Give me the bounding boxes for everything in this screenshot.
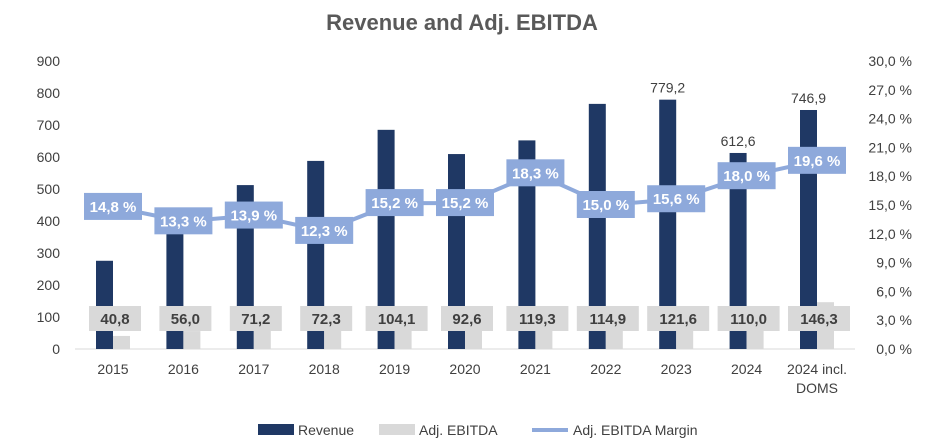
ebitda-label-box	[717, 306, 780, 331]
y2-tick-label: 15,0 %	[868, 197, 912, 213]
revenue-bar	[307, 160, 325, 349]
chart-title: Revenue and Adj. EBITDA	[326, 10, 598, 35]
x-tick-label: 2016	[168, 361, 199, 377]
margin-data-label: 13,3 %	[160, 213, 207, 230]
margin-data-label: 12,3 %	[301, 223, 348, 240]
ebitda-data-label: 121,6	[659, 311, 697, 328]
revenue-bar	[518, 140, 536, 349]
y2-tick-label: 0,0 %	[876, 341, 912, 357]
y2-tick-label: 27,0 %	[868, 82, 912, 98]
y-tick-label: 600	[37, 149, 61, 165]
margin-label-box	[647, 185, 706, 213]
y-tick-label: 500	[37, 181, 61, 197]
ebitda-label-box	[576, 306, 639, 331]
x-tick-label: 2017	[238, 361, 269, 377]
y-tick-label: 0	[52, 341, 60, 357]
revenue-bar	[659, 99, 677, 349]
revenue-data-label: 746,9	[791, 90, 826, 106]
y2-tick-label: 6,0 %	[876, 283, 912, 299]
margin-data-label: 18,3 %	[512, 165, 559, 182]
margin-data-label: 13,9 %	[230, 208, 277, 225]
y-tick-label: 300	[37, 245, 61, 261]
revenue-bar	[377, 129, 395, 349]
y2-tick-label: 12,0 %	[868, 226, 912, 242]
y2-tick-label: 24,0 %	[868, 111, 912, 127]
y-tick-label: 200	[37, 277, 61, 293]
x-tick-label: 2023	[661, 361, 692, 377]
y2-tick-label: 30,0 %	[868, 53, 912, 69]
ebitda-data-label: 72,3	[312, 311, 341, 328]
x-tick-label: 2022	[590, 361, 621, 377]
ebitda-bar	[324, 325, 342, 349]
ebitda-data-label: 146,3	[800, 311, 838, 328]
y-tick-label: 800	[37, 85, 61, 101]
margin-data-label: 18,0 %	[723, 168, 770, 185]
margin-label-box	[788, 146, 846, 174]
x-tick-label: 2018	[309, 361, 340, 377]
margin-label-box	[84, 192, 142, 220]
revenue-bar	[729, 152, 747, 349]
x-tick-label: 2020	[449, 361, 480, 377]
y-tick-label: 100	[37, 309, 61, 325]
y-tick-label: 700	[37, 117, 61, 133]
margin-label-box	[506, 159, 565, 187]
legend-ebitda-swatch	[379, 424, 415, 435]
y2-tick-label: 3,0 %	[876, 312, 912, 328]
x-tick-label: 2019	[379, 361, 410, 377]
ebitda-bar	[183, 331, 201, 349]
legend-ebitda-label: Adj. EBITDA	[419, 422, 498, 438]
y2-tick-label: 18,0 %	[868, 168, 912, 184]
x-tick-label: 2015	[97, 361, 128, 377]
ebitda-data-label: 92,6	[452, 311, 481, 328]
y-tick-label: 900	[37, 53, 61, 69]
ebitda-data-label: 119,3	[519, 311, 556, 328]
ebitda-label-box	[647, 306, 710, 331]
ebitda-label-box	[89, 306, 141, 331]
margin-data-label: 15,2 %	[371, 195, 418, 212]
y2-tick-label: 21,0 %	[868, 139, 912, 155]
ebitda-bar	[253, 326, 271, 349]
x-tick-label: 2024 incl.	[787, 361, 847, 377]
legend-margin-label: Adj. EBITDA Margin	[573, 422, 698, 438]
margin-data-label: 14,8 %	[90, 199, 137, 216]
ebitda-label-box	[441, 306, 493, 331]
y-tick-label: 400	[37, 213, 61, 229]
revenue-data-label: 779,2	[650, 80, 685, 96]
ebitda-label-box	[365, 306, 428, 331]
revenue-data-label: 612,6	[721, 133, 756, 149]
margin-label-box	[224, 201, 283, 229]
ebitda-label-box	[506, 306, 569, 331]
margin-label-box	[436, 189, 494, 217]
revenue-bar	[96, 260, 113, 349]
ebitda-data-label: 114,9	[589, 311, 626, 328]
legend-revenue-label: Revenue	[298, 422, 354, 438]
margin-data-label: 15,6 %	[653, 191, 700, 208]
margin-label-box	[295, 216, 354, 244]
margin-label-box	[717, 162, 776, 190]
revenue-bar	[588, 103, 606, 349]
ebitda-label-box	[788, 306, 850, 331]
ebitda-data-label: 40,8	[100, 311, 129, 328]
ebitda-data-label: 56,0	[171, 311, 200, 328]
margin-data-label: 15,0 %	[582, 197, 629, 214]
margin-data-label: 15,2 %	[442, 195, 489, 212]
ebitda-label-box	[300, 306, 353, 331]
ebitda-data-label: 110,0	[730, 311, 767, 328]
legend-revenue-swatch	[258, 424, 294, 435]
ebitda-label-box	[159, 306, 212, 331]
ebitda-bar	[113, 335, 130, 349]
y2-tick-label: 9,0 %	[876, 255, 912, 271]
margin-label-box	[576, 191, 635, 218]
x-tick-label: DOMS	[796, 380, 838, 396]
ebitda-data-label: 71,2	[241, 311, 270, 328]
margin-data-label: 19,6 %	[794, 153, 841, 170]
x-tick-label: 2024	[731, 361, 762, 377]
ebitda-data-label: 104,1	[378, 311, 416, 328]
ebitda-label-box	[229, 306, 282, 331]
margin-label-box	[365, 189, 424, 217]
margin-label-box	[154, 207, 213, 235]
x-tick-label: 2021	[520, 361, 551, 377]
